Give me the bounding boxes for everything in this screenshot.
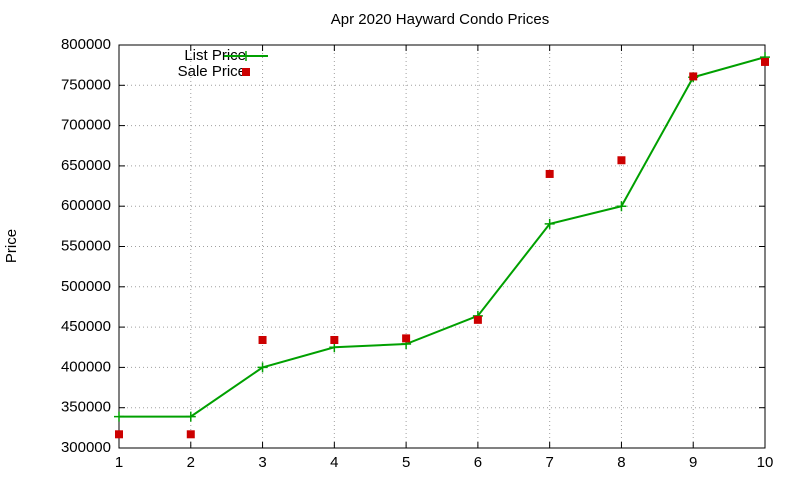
point-marker — [186, 430, 195, 439]
x-tick-label: 9 — [689, 454, 697, 471]
point-marker — [617, 156, 626, 165]
y-tick-label: 350000 — [61, 399, 111, 416]
line — [119, 56, 766, 418]
point-marker — [330, 335, 339, 344]
y-tick-label: 700000 — [61, 117, 111, 134]
plot-frame — [118, 44, 766, 449]
x-tick-label: 8 — [617, 454, 625, 471]
x-tick-label: 5 — [402, 454, 410, 471]
point-marker — [544, 218, 555, 229]
legend-label: List Price — [184, 47, 246, 64]
point-marker — [473, 315, 482, 324]
x-tick-label: 4 — [330, 454, 338, 471]
point-marker — [185, 411, 196, 422]
y-tick-label: 400000 — [61, 358, 111, 375]
x-tick-label: 2 — [187, 454, 195, 471]
y-tick-label: 300000 — [61, 439, 111, 456]
y-tick-label: 600000 — [61, 197, 111, 214]
point-marker — [761, 57, 769, 66]
legend-swatch — [241, 51, 251, 61]
y-tick-label: 550000 — [61, 237, 111, 254]
point-marker — [258, 335, 267, 344]
y-tick-label: 450000 — [61, 318, 111, 335]
y-tick-label: 650000 — [61, 157, 111, 174]
point-marker — [616, 201, 627, 212]
point-marker — [402, 334, 411, 343]
point-marker — [545, 169, 554, 178]
x-tick-label: 10 — [757, 454, 774, 471]
x-tick-label: 1 — [115, 454, 123, 471]
x-tick-label: 7 — [545, 454, 553, 471]
chart-title: Apr 2020 Hayward Condo Prices — [331, 11, 549, 28]
point-marker — [689, 72, 698, 81]
y-tick-label: 750000 — [61, 76, 111, 93]
y-tick-label: 800000 — [61, 36, 111, 53]
point-marker — [114, 411, 124, 422]
x-tick-label: 3 — [258, 454, 266, 471]
legend-label: Sale Price — [178, 63, 246, 80]
x-tick-label: 6 — [474, 454, 482, 471]
point-marker — [257, 362, 268, 373]
point-marker — [115, 430, 123, 439]
y-tick-label: 500000 — [61, 278, 111, 295]
y-axis-label: Price — [3, 229, 20, 263]
legend-swatch — [242, 68, 250, 76]
